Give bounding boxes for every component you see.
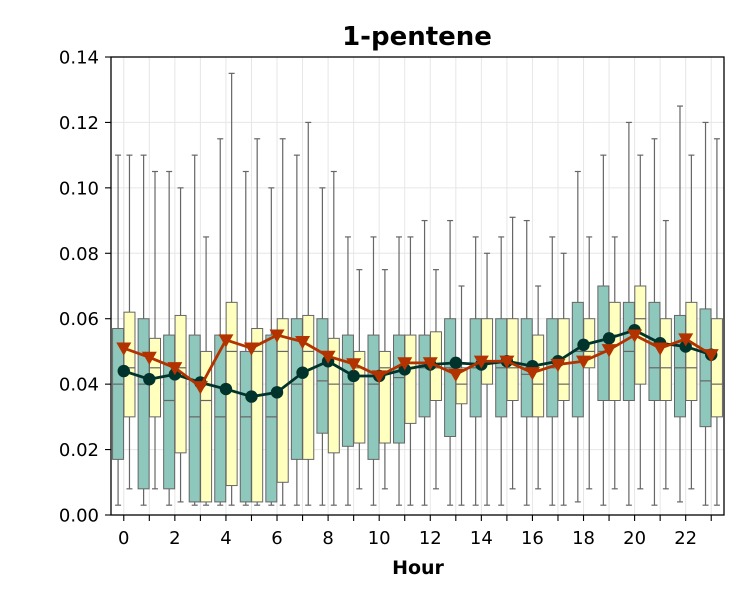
y-tick-label: 0.12 [59, 113, 99, 134]
y-tick-label: 0.06 [59, 309, 99, 330]
box [316, 318, 329, 434]
data-point [243, 342, 259, 356]
data-point [627, 329, 643, 343]
y-tick-label: 0.10 [59, 178, 99, 199]
axes: 0 2 4 6 8 10 12 14 16 18 20 22 0.00 0.02 0.04 0.06 0.08 0… [59, 48, 725, 549]
y-tick-label: 0.04 [59, 375, 99, 396]
data-point [652, 342, 668, 356]
x-tick-label: 0 [118, 528, 129, 549]
lines [116, 323, 719, 403]
data-point [167, 362, 183, 376]
data-point [141, 351, 157, 365]
data-point [550, 358, 566, 373]
y-tick-label: 0.02 [59, 440, 99, 461]
data-point [448, 368, 464, 382]
data-point [296, 366, 309, 379]
box [302, 314, 315, 460]
box [265, 334, 278, 503]
data-point [192, 381, 208, 395]
data-point [219, 382, 233, 396]
x-tick-label: 2 [169, 528, 180, 549]
data-point [524, 367, 540, 381]
box [353, 350, 366, 444]
box [341, 334, 354, 447]
data-point [245, 390, 258, 403]
box [710, 318, 723, 418]
data-point [473, 355, 489, 369]
box [251, 328, 264, 503]
x-tick-label: 6 [271, 528, 282, 549]
chart-title: 1-pentene [342, 22, 492, 52]
x-tick-label: 10 [368, 528, 391, 549]
data-point [678, 333, 694, 347]
data-point [218, 334, 234, 348]
box [481, 318, 494, 385]
box [276, 318, 289, 483]
box [393, 334, 406, 444]
data-point [270, 386, 284, 399]
data-point [116, 342, 132, 356]
box [163, 334, 176, 490]
data-point [320, 350, 336, 364]
box [239, 350, 252, 503]
data-point [601, 344, 617, 358]
data-point [679, 340, 692, 353]
x-tick-label: 8 [322, 528, 333, 549]
data-point [422, 357, 438, 371]
data-point [371, 370, 387, 384]
data-point [397, 357, 413, 371]
box [673, 314, 686, 418]
box [699, 308, 712, 428]
box [378, 350, 391, 444]
box [404, 334, 417, 424]
box [327, 337, 340, 454]
y-tick-label: 0.00 [59, 506, 99, 527]
data-point [577, 338, 590, 352]
data-point [347, 369, 360, 383]
x-tick-label: 16 [521, 528, 544, 549]
data-point [703, 349, 719, 363]
plot-frame [110, 56, 725, 516]
data-point [499, 355, 515, 369]
data-point [576, 355, 592, 369]
box [659, 318, 672, 402]
x-tick-label: 20 [623, 528, 646, 549]
x-tick-label: 22 [674, 528, 697, 549]
data-point [143, 373, 156, 386]
box [200, 350, 213, 503]
x-tick-label: 18 [572, 528, 595, 549]
box [174, 314, 187, 454]
data-point [449, 356, 463, 370]
data-point [117, 364, 130, 378]
data-point [295, 335, 311, 350]
data-point [346, 358, 362, 372]
box [367, 334, 380, 460]
data-point [602, 332, 616, 345]
box [137, 318, 150, 490]
boxes [112, 72, 723, 506]
x-tick-label: 14 [470, 528, 493, 549]
x-axis-label: Hour [392, 557, 444, 579]
y-tick-label: 0.14 [59, 48, 99, 69]
y-tick-label: 0.08 [59, 244, 99, 265]
box [455, 367, 468, 405]
box [188, 334, 201, 503]
box [123, 311, 136, 418]
x-tick-label: 12 [419, 528, 442, 549]
box [418, 334, 431, 418]
data-point [269, 329, 285, 343]
x-tick-label: 4 [220, 528, 231, 549]
